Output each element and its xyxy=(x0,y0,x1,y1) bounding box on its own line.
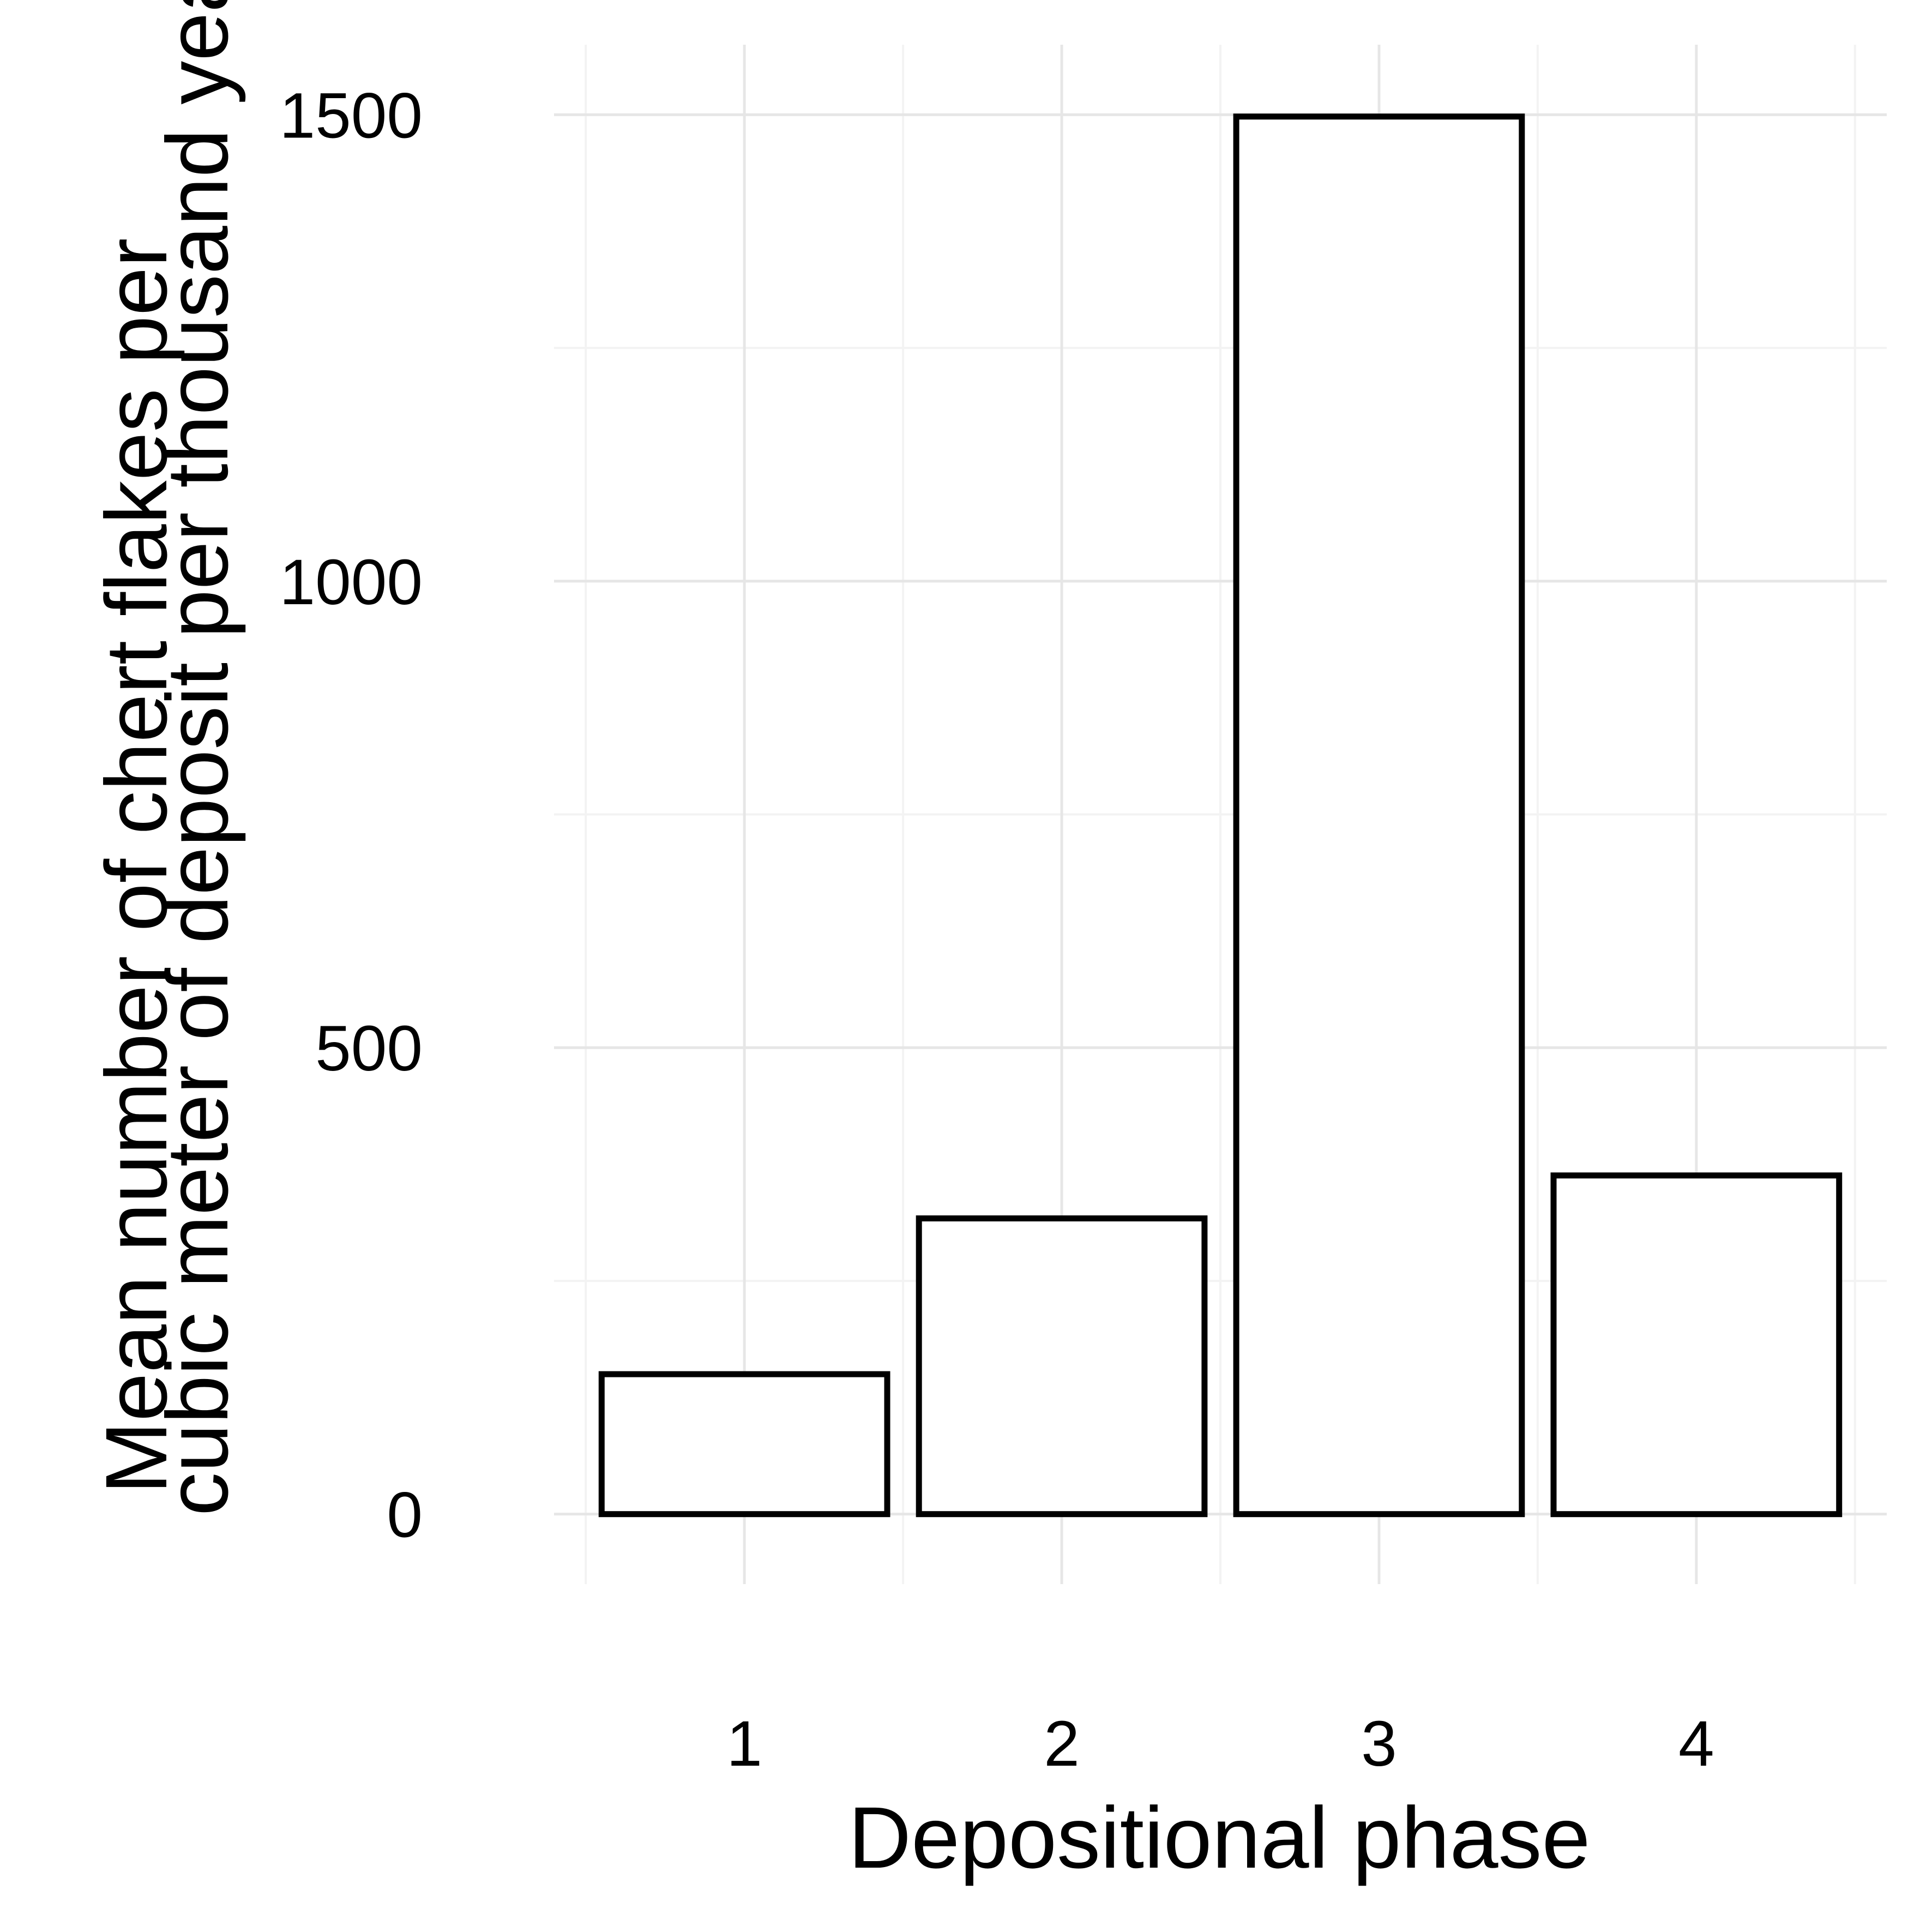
y-axis-title: Mean number of chert flakes per cubic me… xyxy=(87,0,246,1516)
bar-phase-1 xyxy=(598,1371,890,1518)
y-tick-label: 1000 xyxy=(279,546,423,618)
bars xyxy=(598,113,1843,1518)
x-tick-label: 1 xyxy=(726,1708,762,1780)
x-axis-title: Depositional phase xyxy=(848,1789,1591,1886)
y-axis-title-line-2: cubic meter of deposit per thousand year… xyxy=(148,0,246,1516)
y-axis-title-line-1: Mean number of chert flakes per xyxy=(87,238,185,1494)
y-tick-label: 1500 xyxy=(279,80,423,152)
y-tick-label: 0 xyxy=(387,1479,423,1551)
x-tick-label: 4 xyxy=(1678,1708,1714,1780)
bar-phase-4 xyxy=(1550,1172,1843,1518)
minor-gridlines xyxy=(554,45,1887,1584)
y-tick-label: 500 xyxy=(315,1013,423,1085)
bar-phase-3 xyxy=(1233,113,1525,1518)
x-axis-tick-labels: 1 2 3 4 xyxy=(726,1708,1714,1780)
x-tick-label: 2 xyxy=(1044,1708,1080,1780)
bar-phase-2 xyxy=(916,1215,1208,1518)
y-axis-tick-labels: 0 500 1000 1500 xyxy=(279,80,423,1551)
x-tick-label: 3 xyxy=(1361,1708,1397,1780)
